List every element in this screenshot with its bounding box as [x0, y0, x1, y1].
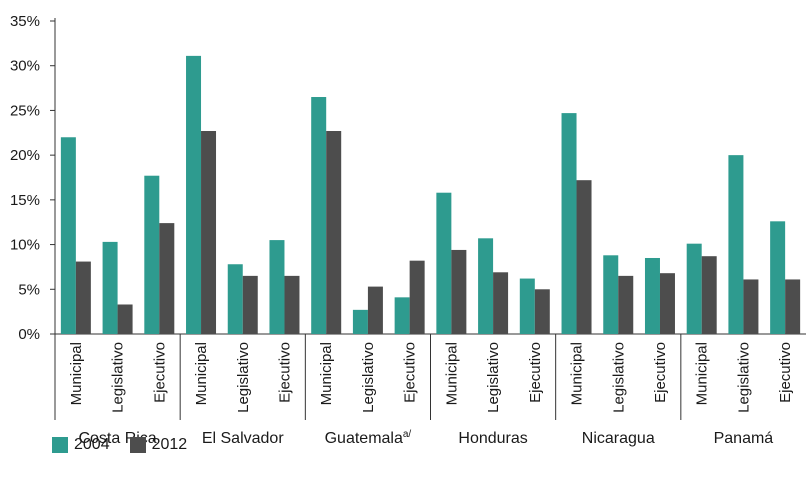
bar-2004-el-salvador-legislativo: [227, 264, 243, 334]
bar-2012-nicaragua-municipal: [576, 180, 592, 334]
bar-2004-honduras-ejecutivo: [519, 278, 535, 334]
bar-2012-el-salvador-municipal: [201, 130, 217, 334]
bar-2012-honduras-municipal: [451, 249, 467, 334]
bar-2012-panamá-municipal: [701, 256, 717, 334]
bar-2012-el-salvador-ejecutivo: [284, 275, 300, 334]
bar-2012-nicaragua-ejecutivo: [659, 273, 675, 334]
legend-item-2012: 2012: [129, 436, 188, 454]
bar-2004-honduras-municipal: [436, 192, 452, 334]
group-label-superscript: a/: [403, 429, 412, 440]
y-tick-label: 15%: [10, 192, 40, 209]
category-label: Legislativo: [360, 342, 377, 413]
bar-2012-honduras-legislativo: [493, 272, 509, 334]
category-label: Municipal: [193, 342, 210, 405]
category-label: Ejecutivo: [527, 342, 544, 403]
category-label: Municipal: [569, 342, 586, 405]
bar-2004-costa-rica-legislativo: [102, 241, 118, 334]
y-tick-label: 25%: [10, 102, 40, 119]
category-label: Municipal: [694, 342, 711, 405]
category-label: Legislativo: [735, 342, 752, 413]
bar-2004-panamá-legislativo: [728, 155, 744, 334]
bar-2004-el-salvador-municipal: [186, 55, 202, 335]
bar-2004-panamá-municipal: [686, 243, 702, 334]
category-label: Legislativo: [110, 342, 127, 413]
category-label: Municipal: [68, 342, 85, 405]
bar-2012-nicaragua-legislativo: [618, 275, 634, 334]
category-label: Legislativo: [485, 342, 502, 413]
category-label: Municipal: [443, 342, 460, 405]
bar-2004-costa-rica-municipal: [60, 137, 76, 334]
legend-label-2012: 2012: [151, 436, 188, 453]
bar-2004-guatemala-ejecutivo: [394, 297, 410, 334]
bar-2004-nicaragua-ejecutivo: [644, 257, 660, 334]
bar-2012-costa-rica-legislativo: [117, 304, 133, 334]
bar-2012-el-salvador-legislativo: [242, 275, 258, 334]
category-label: Legislativo: [610, 342, 627, 413]
y-tick-label: 0%: [18, 326, 40, 343]
y-tick-label: 5%: [18, 281, 40, 298]
legend-label-2004: 2004: [74, 436, 110, 453]
category-label: Ejecutivo: [652, 342, 669, 403]
bar-2004-guatemala-municipal: [311, 97, 327, 334]
legend-item-2004: 2004: [52, 436, 110, 454]
bar-2004-honduras-legislativo: [478, 238, 494, 334]
legend-swatch-2012: [129, 437, 146, 453]
group-label: El Salvador: [202, 430, 284, 447]
category-label: Legislativo: [235, 342, 252, 413]
group-label: Nicaragua: [582, 430, 655, 447]
bar-2012-panamá-ejecutivo: [785, 279, 801, 334]
y-tick-label: 20%: [10, 147, 40, 164]
bar-2012-costa-rica-municipal: [75, 261, 91, 334]
bar-2004-guatemala-legislativo: [352, 309, 368, 334]
bar-2012-panamá-legislativo: [743, 279, 759, 334]
bar-2004-nicaragua-legislativo: [603, 255, 619, 334]
bar-2012-guatemala-municipal: [326, 130, 342, 334]
category-label: Ejecutivo: [402, 342, 419, 403]
chart-legend: 2004 2012: [52, 436, 187, 454]
bar-2004-nicaragua-municipal: [561, 113, 577, 335]
group-label: Panamá: [714, 430, 774, 447]
bar-2012-guatemala-legislativo: [367, 286, 383, 334]
y-tick-label: 30%: [10, 58, 40, 75]
bar-2012-costa-rica-ejecutivo: [159, 223, 175, 334]
bar-2012-honduras-ejecutivo: [534, 289, 550, 334]
group-label: Guatemalaa/: [325, 429, 412, 447]
y-tick-label: 35%: [10, 13, 40, 30]
bar-2004-el-salvador-ejecutivo: [269, 240, 285, 334]
category-label: Ejecutivo: [276, 342, 293, 403]
bar-2012-guatemala-ejecutivo: [409, 260, 425, 334]
category-label: Municipal: [318, 342, 335, 405]
legend-swatch-2004: [52, 437, 68, 453]
bar-2004-costa-rica-ejecutivo: [144, 175, 160, 334]
bar-2004-panamá-ejecutivo: [770, 221, 786, 334]
y-tick-label: 10%: [10, 237, 40, 254]
group-label: Honduras: [458, 430, 527, 447]
category-label: Ejecutivo: [151, 342, 168, 403]
category-label: Ejecutivo: [777, 342, 794, 403]
